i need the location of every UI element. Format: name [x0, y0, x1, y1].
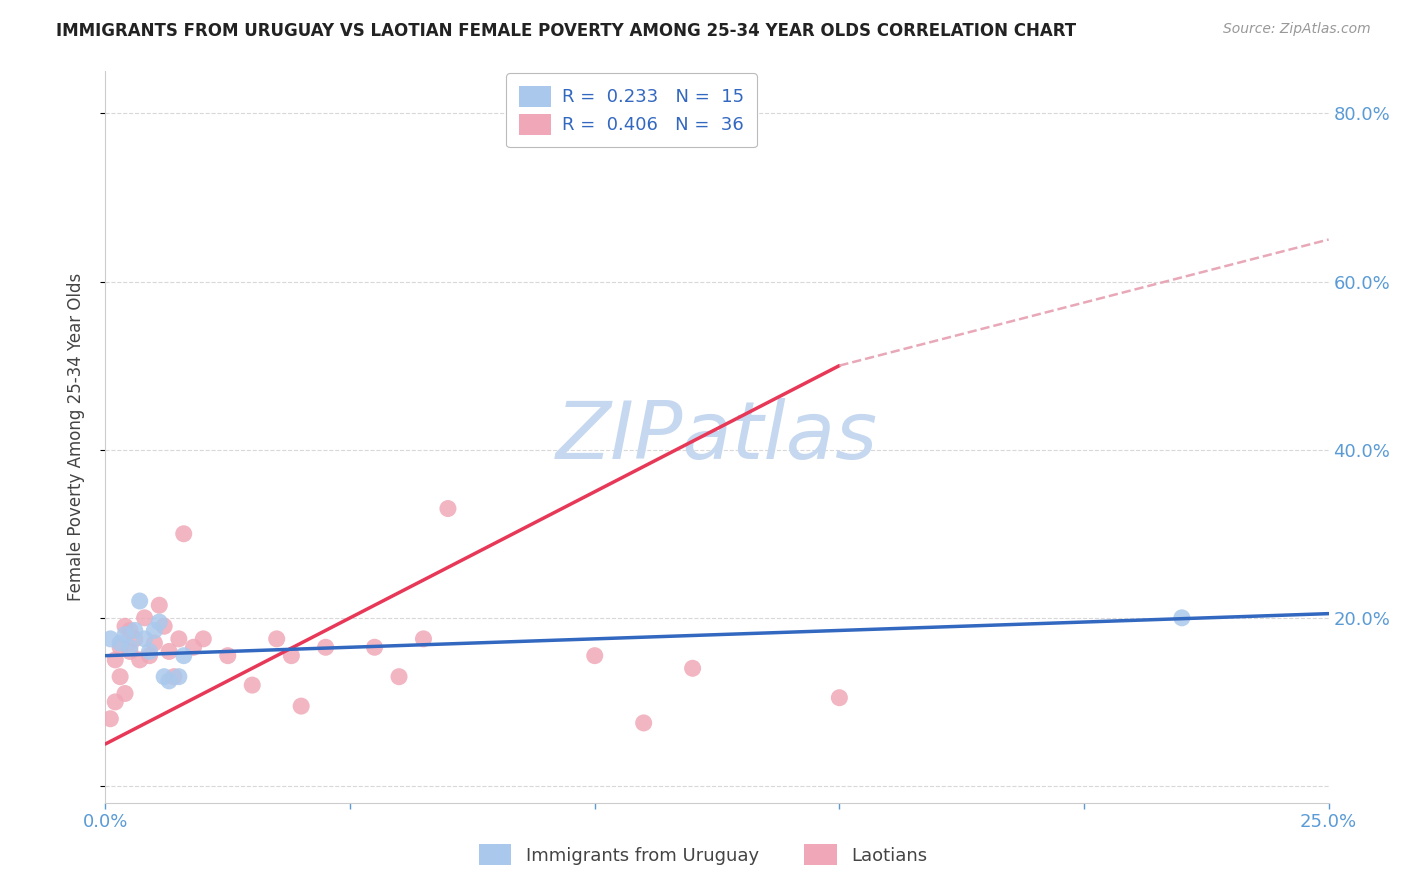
Point: [240, 678, 263, 692]
Point: [388, 670, 411, 684]
Point: [128, 594, 150, 608]
Point: [682, 661, 704, 675]
Point: [157, 673, 180, 688]
Point: [157, 644, 180, 658]
Point: [183, 640, 205, 655]
Point: [173, 526, 195, 541]
Point: [108, 640, 131, 655]
Point: [412, 632, 434, 646]
Point: [828, 690, 851, 705]
Point: [315, 640, 337, 655]
Point: [153, 670, 176, 684]
Text: Source: ZipAtlas.com: Source: ZipAtlas.com: [1223, 22, 1371, 37]
Point: [148, 599, 170, 613]
Point: [108, 670, 131, 684]
Point: [124, 632, 146, 646]
Point: [437, 501, 460, 516]
Point: [583, 648, 606, 663]
Point: [138, 644, 160, 658]
Legend: R =  0.233   N =  15, R =  0.406   N =  36: R = 0.233 N = 15, R = 0.406 N = 36: [506, 73, 756, 147]
Point: [148, 615, 170, 629]
Point: [193, 632, 215, 646]
Point: [108, 636, 131, 650]
Point: [114, 619, 136, 633]
Y-axis label: Female Poverty Among 25-34 Year Olds: Female Poverty Among 25-34 Year Olds: [66, 273, 84, 601]
Text: IMMIGRANTS FROM URUGUAY VS LAOTIAN FEMALE POVERTY AMONG 25-34 YEAR OLDS CORRELAT: IMMIGRANTS FROM URUGUAY VS LAOTIAN FEMAL…: [56, 22, 1077, 40]
Point: [114, 627, 136, 641]
Point: [633, 715, 655, 730]
Point: [280, 648, 302, 663]
Point: [153, 619, 176, 633]
Point: [134, 611, 156, 625]
Point: [1171, 611, 1194, 625]
Point: [217, 648, 239, 663]
Point: [98, 632, 121, 646]
Point: [363, 640, 385, 655]
Point: [173, 648, 195, 663]
Point: [143, 636, 166, 650]
Point: [98, 712, 121, 726]
Point: [104, 653, 127, 667]
Point: [167, 670, 190, 684]
Point: [128, 653, 150, 667]
Point: [138, 648, 160, 663]
Point: [114, 686, 136, 700]
Point: [167, 632, 190, 646]
Point: [118, 644, 141, 658]
Point: [163, 670, 186, 684]
Point: [104, 695, 127, 709]
Legend: Immigrants from Uruguay, Laotians: Immigrants from Uruguay, Laotians: [470, 835, 936, 874]
Text: ZIPatlas: ZIPatlas: [555, 398, 879, 476]
Point: [118, 624, 141, 638]
Point: [266, 632, 288, 646]
Point: [124, 624, 146, 638]
Point: [290, 699, 312, 714]
Point: [134, 632, 156, 646]
Point: [118, 640, 141, 655]
Point: [143, 624, 166, 638]
